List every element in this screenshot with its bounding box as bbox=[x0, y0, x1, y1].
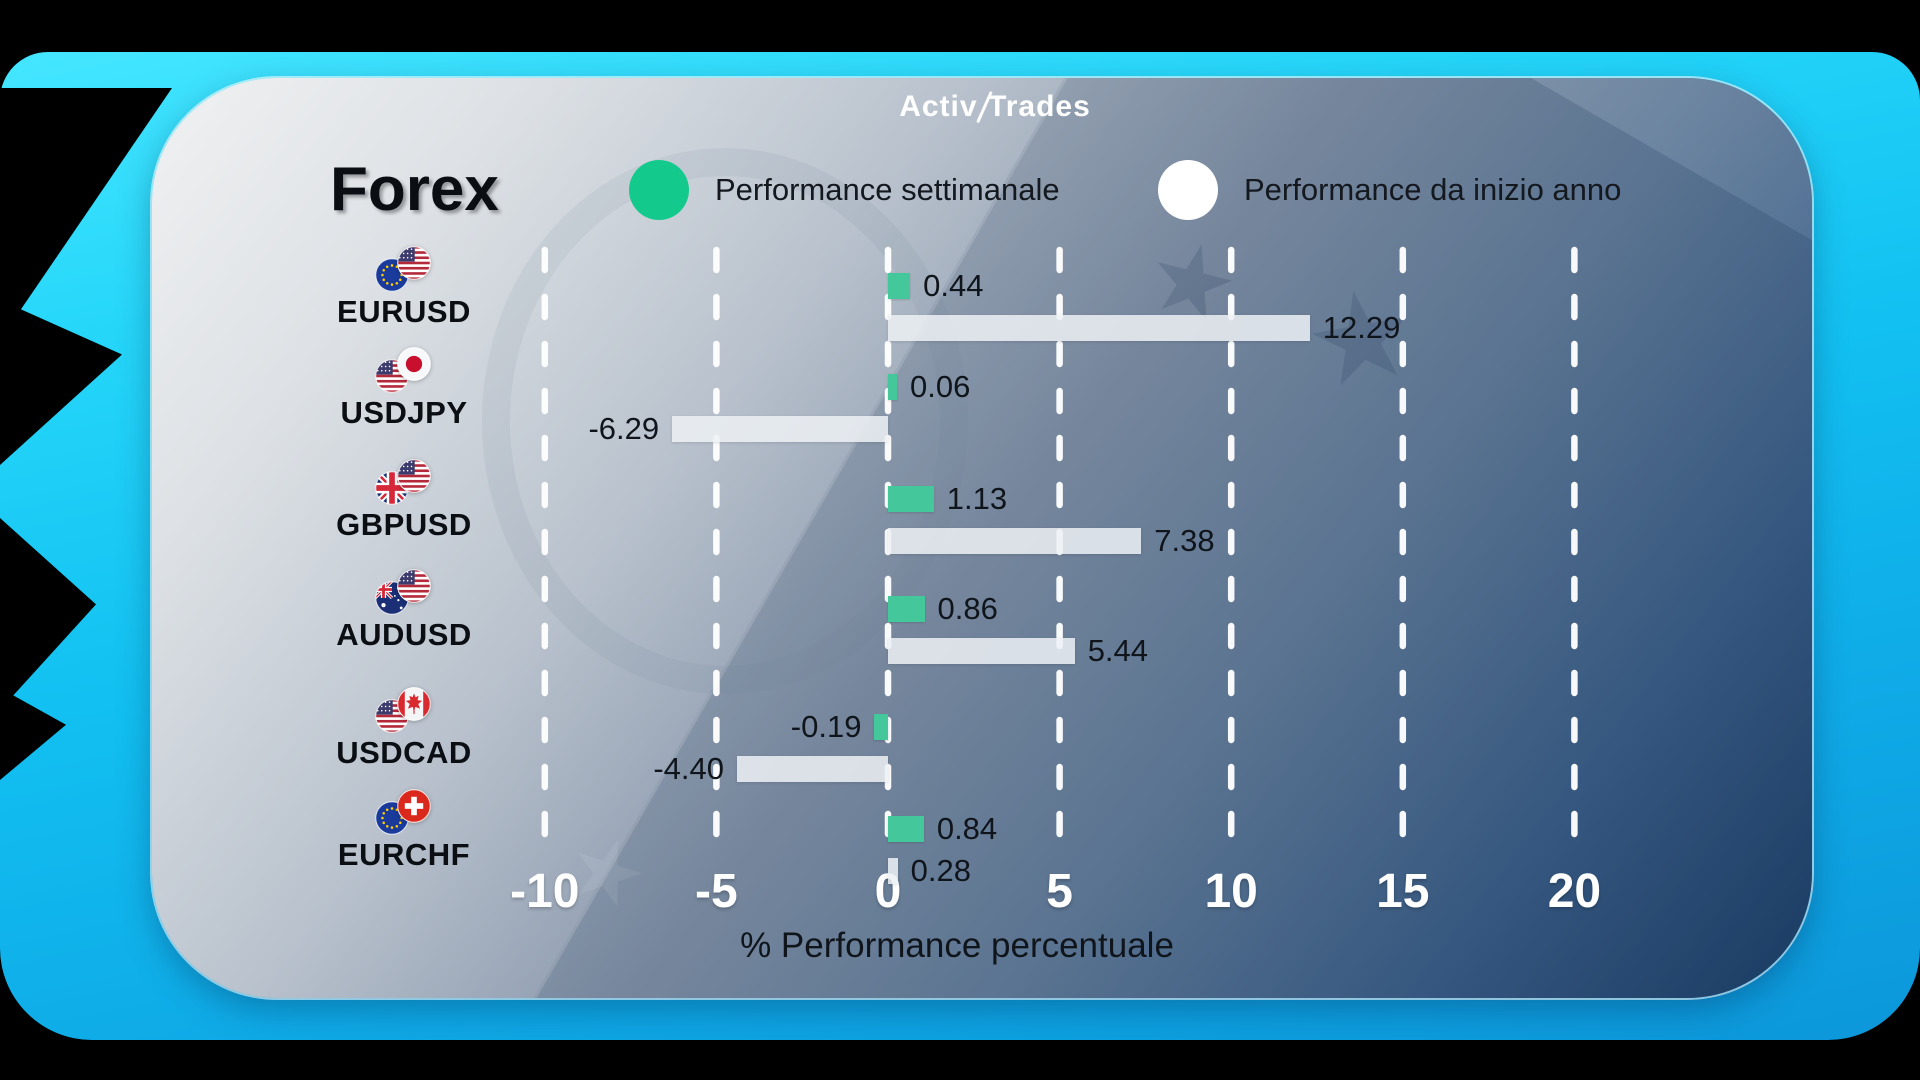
weekly-legend-dot-icon bbox=[629, 160, 689, 220]
pair-label: USDCAD bbox=[336, 735, 472, 770]
x-axis-tick: 20 bbox=[1547, 865, 1602, 918]
weekly-bar bbox=[888, 486, 934, 512]
ytd-bar bbox=[888, 528, 1142, 554]
weekly-value: 0.44 bbox=[923, 268, 984, 303]
x-axis-label: % Performance percentuale bbox=[740, 926, 1174, 965]
x-axis-tick: 10 bbox=[1204, 865, 1258, 918]
pair-label: GBPUSD bbox=[336, 507, 472, 542]
legend-label-ytd: Performance da inizio anno bbox=[1244, 172, 1622, 207]
weekly-value: -0.19 bbox=[790, 709, 862, 744]
pair-label: EURUSD bbox=[337, 294, 471, 329]
weekly-bar bbox=[888, 816, 924, 842]
pair-label: EURCHF bbox=[337, 837, 471, 872]
jp-flag-icon bbox=[397, 347, 431, 381]
ytd-value: 5.44 bbox=[1087, 633, 1149, 668]
chart-card: Activ Trades Forex Performance settimana… bbox=[152, 78, 1812, 998]
ch-flag-icon bbox=[397, 789, 431, 823]
weekly-bar bbox=[888, 374, 898, 400]
legend-label-weekly: Performance settimanale bbox=[715, 172, 1060, 207]
ytd-value: 12.29 bbox=[1322, 310, 1401, 345]
weekly-bar bbox=[888, 596, 925, 622]
x-axis-tick: -5 bbox=[695, 865, 738, 918]
activtrades-logo: Activ Trades bbox=[845, 90, 1145, 124]
weekly-bar bbox=[888, 273, 911, 299]
ytd-bar bbox=[888, 315, 1310, 341]
gridlines bbox=[541, 246, 1578, 864]
page-title: Forex bbox=[330, 155, 499, 224]
ytd-bar bbox=[888, 638, 1075, 664]
ca-flag-icon bbox=[397, 687, 431, 721]
x-axis-tick: -10 bbox=[510, 865, 580, 918]
us-flag-icon bbox=[397, 459, 431, 493]
weekly-value: 0.84 bbox=[936, 811, 998, 846]
weekly-bar bbox=[874, 714, 888, 740]
legend-item-weekly: Performance settimanale bbox=[629, 159, 1060, 221]
ytd-bar bbox=[888, 858, 898, 884]
ytd-value: -4.40 bbox=[653, 751, 724, 786]
ytd-value: 0.28 bbox=[910, 853, 971, 888]
weekly-value: 1.13 bbox=[946, 481, 1008, 516]
ytd-legend-dot-icon bbox=[1158, 160, 1218, 220]
ytd-value: -6.29 bbox=[588, 411, 660, 446]
x-axis-tick: 15 bbox=[1376, 865, 1430, 918]
pair-label: USDJPY bbox=[340, 395, 468, 430]
us-flag-icon bbox=[397, 246, 431, 280]
x-axis-tick: 5 bbox=[1046, 865, 1073, 918]
legend-item-ytd: Performance da inizio anno bbox=[1158, 159, 1621, 221]
weekly-value: 0.06 bbox=[910, 369, 971, 404]
logo-text-activ: Activ bbox=[899, 90, 978, 123]
us-flag-icon bbox=[397, 569, 431, 603]
bar-chart: % Performance percentuale -10 -5 0 5 10 15 20 … bbox=[152, 78, 1812, 998]
ytd-value: 7.38 bbox=[1154, 523, 1215, 558]
ytd-bar bbox=[736, 756, 888, 782]
ytd-bar bbox=[672, 416, 888, 442]
weekly-value: 0.86 bbox=[937, 591, 998, 626]
logo-text-trades: Trades bbox=[988, 90, 1091, 123]
pair-label: AUDUSD bbox=[336, 617, 472, 652]
